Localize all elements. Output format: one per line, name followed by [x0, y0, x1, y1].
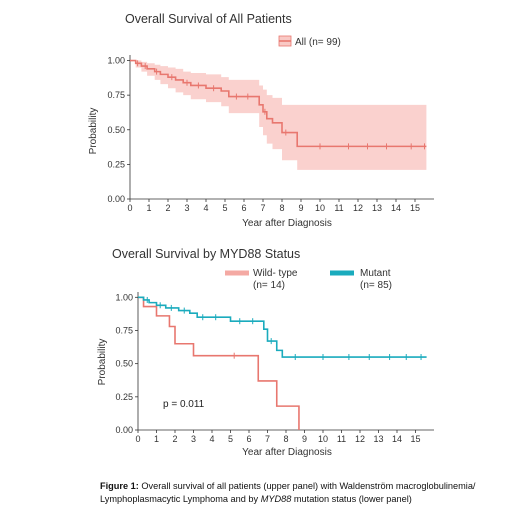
- lower-x-tick-label: 4: [209, 434, 214, 444]
- lower-x-tick-label: 15: [410, 434, 420, 444]
- upper-x-tick-label: 1: [146, 203, 151, 213]
- upper-y-tick-label: 0.25: [107, 159, 125, 169]
- upper-x-tick-label: 14: [391, 203, 401, 213]
- lower-chart-title: Overall Survival by MYD88 Status: [112, 247, 300, 261]
- upper-x-tick-label: 3: [184, 203, 189, 213]
- lower-y-tick-label: 1.00: [115, 292, 133, 302]
- lower-x-tick-label: 6: [246, 434, 251, 444]
- upper-x-tick-label: 0: [127, 203, 132, 213]
- upper-x-tick-label: 7: [260, 203, 265, 213]
- upper-x-axis-title: Year after Diagnosis: [242, 218, 332, 229]
- upper-x-tick-label: 13: [372, 203, 382, 213]
- upper-x-tick-label: 10: [315, 203, 325, 213]
- upper-y-tick-label: 0.75: [107, 90, 125, 100]
- lower-y-tick-label: 0.25: [115, 392, 133, 402]
- upper-x-tick-label: 12: [353, 203, 363, 213]
- upper-y-tick-label: 0.00: [107, 194, 125, 204]
- upper-x-tick-label: 8: [279, 203, 284, 213]
- lower-y-tick-label: 0.50: [115, 359, 133, 369]
- lower-x-tick-label: 7: [265, 434, 270, 444]
- upper-y-tick-label: 0.50: [107, 125, 125, 135]
- lower-x-tick-label: 13: [373, 434, 383, 444]
- lower-x-tick-label: 3: [191, 434, 196, 444]
- lower-y-axis-title: Probability: [97, 339, 108, 386]
- lower-x-tick-label: 0: [135, 434, 140, 444]
- lower-series-1-curve: [138, 296, 427, 358]
- upper-y-tick-label: 1.00: [107, 56, 125, 66]
- upper-x-tick-label: 4: [203, 203, 208, 213]
- lower-legend-count-wildtype: (n= 14): [253, 280, 285, 291]
- lower-y-tick-label: 0.00: [115, 425, 133, 435]
- lower-x-tick-label: 10: [318, 434, 328, 444]
- caption-gene: MYD88: [260, 493, 292, 504]
- lower-legend: Wild- type (n= 14) Mutant (n= 85): [225, 268, 392, 291]
- lower-y-tick-label: 0.75: [115, 325, 133, 335]
- lower-x-tick-label: 5: [228, 434, 233, 444]
- upper-x-tick-label: 2: [165, 203, 170, 213]
- upper-series-0-ci-band: [130, 60, 427, 170]
- caption-label: Figure 1:: [100, 481, 139, 491]
- upper-legend: All (n= 99): [278, 35, 341, 48]
- figure-caption: Figure 1: Overall survival of all patien…: [100, 480, 515, 505]
- lower-panel: Overall Survival by MYD88 Status Wild- t…: [97, 247, 434, 458]
- p-value-annotation: p = 0.011: [163, 399, 205, 410]
- lower-plot-area: 0.000.250.500.751.000 1 2 3 4 5 6 7 8 9 10 11 12 13 14…: [115, 292, 434, 444]
- lower-x-tick-label: 14: [392, 434, 402, 444]
- lower-legend-count-mutant: (n= 85): [360, 280, 392, 291]
- caption-text-1: Overall survival of all patients (upper …: [100, 481, 476, 504]
- upper-panel: Overall Survival of All Patients All (n=…: [88, 12, 434, 229]
- upper-legend-label-all: All (n= 99): [295, 37, 341, 48]
- upper-x-tick-label: 5: [222, 203, 227, 213]
- lower-series-0-curve: [138, 296, 300, 430]
- lower-x-tick-label: 9: [302, 434, 307, 444]
- lower-x-axis-title: Year after Diagnosis: [242, 447, 332, 458]
- lower-x-tick-label: 1: [154, 434, 159, 444]
- upper-chart-title: Overall Survival of All Patients: [125, 12, 292, 26]
- upper-x-tick-label: 9: [298, 203, 303, 213]
- lower-x-tick-label: 2: [172, 434, 177, 444]
- lower-legend-label-wildtype: Wild- type: [253, 268, 298, 279]
- lower-x-tick-label: 8: [283, 434, 288, 444]
- lower-legend-label-mutant: Mutant: [360, 268, 391, 279]
- upper-x-tick-label: 6: [241, 203, 246, 213]
- upper-plot-area: 0.000.250.500.751.000 1 2 3 4 5 6 7 8 9 10 11 12 13 14…: [107, 55, 434, 213]
- caption-text-2: mutation status (lower panel): [291, 493, 412, 504]
- upper-x-tick-label: 15: [410, 203, 420, 213]
- lower-x-tick-label: 12: [355, 434, 365, 444]
- upper-y-axis-title: Probability: [88, 108, 99, 155]
- lower-x-tick-label: 11: [337, 434, 346, 444]
- upper-x-tick-label: 11: [334, 203, 343, 213]
